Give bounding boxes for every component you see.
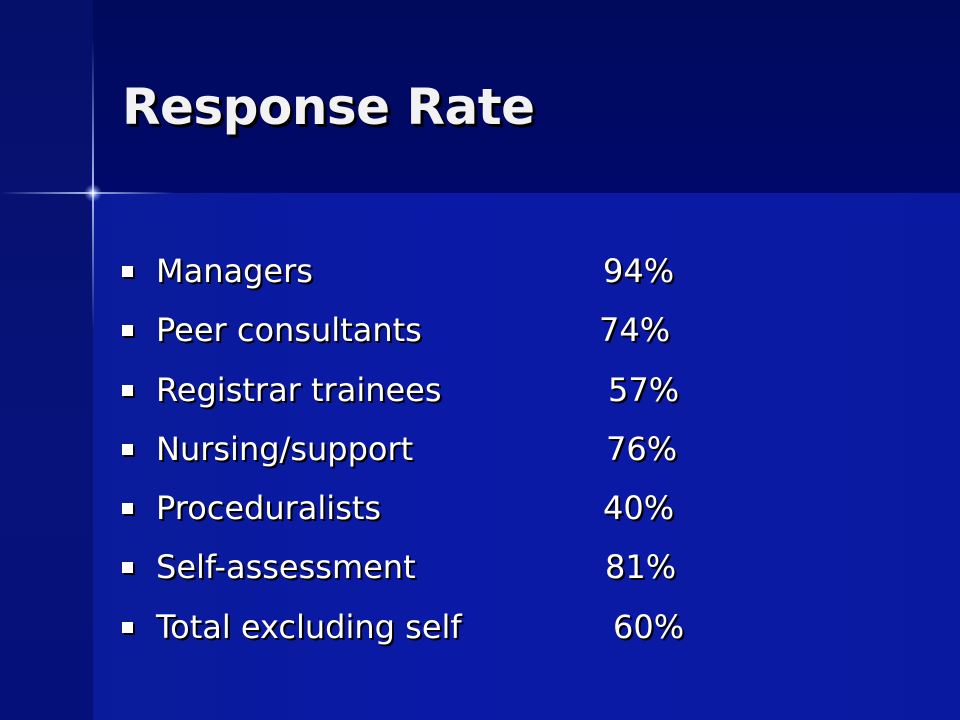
background-title-band — [93, 0, 960, 193]
sparkle-star-icon — [84, 184, 102, 202]
response-rate-list: Managers 94% Peer consultants 74% Regist… — [118, 246, 738, 661]
rate-value: 74% — [599, 311, 671, 350]
group-label: Managers — [156, 252, 313, 290]
square-bullet-icon — [122, 266, 133, 277]
group-label: Peer consultants — [156, 311, 422, 350]
background-content-area — [93, 193, 960, 720]
group-label: Total excluding self — [156, 607, 462, 646]
list-item: Proceduralists 40% — [118, 483, 738, 542]
rate-value: 57% — [608, 370, 680, 409]
square-bullet-icon — [122, 621, 133, 633]
slide-title: Response Rate — [122, 78, 535, 136]
square-bullet-icon — [122, 443, 133, 455]
square-bullet-icon — [122, 503, 133, 515]
rate-value: 40% — [603, 489, 675, 528]
rate-value: 94% — [603, 252, 675, 290]
list-item: Nursing/support 76% — [118, 424, 738, 483]
rate-value: 81% — [605, 548, 677, 587]
list-item: Total excluding self 60% — [118, 602, 738, 661]
square-bullet-icon — [122, 562, 133, 574]
group-label: Self-assessment — [156, 548, 416, 587]
rate-value: 60% — [613, 607, 685, 646]
group-label: Nursing/support — [156, 429, 414, 468]
background-left-band — [0, 0, 93, 720]
list-item: Managers 94% — [118, 246, 738, 305]
list-item: Registrar trainees 57% — [118, 365, 738, 424]
rate-value: 76% — [606, 429, 678, 468]
list-item: Peer consultants 74% — [118, 305, 738, 364]
square-bullet-icon — [122, 325, 133, 337]
group-label: Registrar trainees — [156, 370, 442, 409]
square-bullet-icon — [122, 384, 133, 396]
group-label: Proceduralists — [156, 489, 382, 528]
list-item: Self-assessment 81% — [118, 542, 738, 601]
